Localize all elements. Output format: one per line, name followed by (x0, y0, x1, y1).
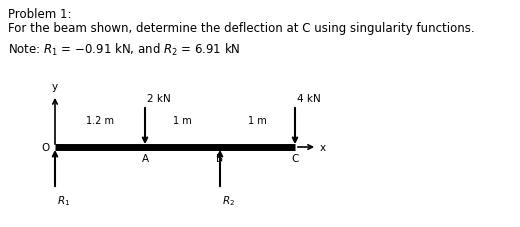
Text: Problem 1:: Problem 1: (8, 8, 72, 21)
Text: A: A (141, 153, 149, 163)
Text: C: C (291, 153, 298, 163)
Text: 1.2 m: 1.2 m (86, 116, 114, 126)
Text: 4 kN: 4 kN (297, 94, 321, 104)
Text: 2 kN: 2 kN (147, 94, 171, 104)
Text: $R_2$: $R_2$ (222, 193, 235, 207)
Text: 1 m: 1 m (173, 116, 192, 126)
Text: For the beam shown, determine the deflection at C using singularity functions.: For the beam shown, determine the deflec… (8, 22, 475, 35)
Text: x: x (320, 142, 326, 152)
Text: Note: $R_1$ = $-$0.91 kN, and $R_2$ = 6.91 kN: Note: $R_1$ = $-$0.91 kN, and $R_2$ = 6.… (8, 42, 241, 58)
Text: y: y (52, 82, 58, 92)
Text: B: B (216, 153, 224, 163)
Text: 1 m: 1 m (248, 116, 267, 126)
Text: $R_1$: $R_1$ (57, 193, 70, 207)
Text: O: O (42, 142, 50, 152)
